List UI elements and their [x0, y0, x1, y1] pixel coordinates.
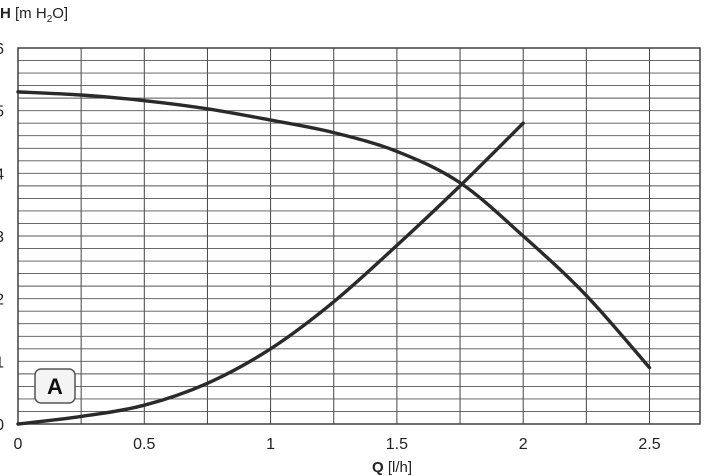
- x-tick-label: 0.5: [133, 436, 155, 453]
- x-tick-label: 2: [519, 436, 528, 453]
- curve-badge-label: A: [47, 374, 63, 399]
- y-tick-labels: 0 1 2 3 4 5 6: [0, 41, 4, 434]
- x-tick-label: 2.5: [638, 436, 660, 453]
- curve-badge: A: [34, 368, 76, 404]
- y-tick-label: 6: [0, 41, 4, 58]
- y-tick-label: 1: [0, 354, 4, 371]
- grid: [18, 48, 700, 424]
- x-tick-labels: 0 0.5 1 1.5 2 2.5: [14, 436, 661, 453]
- curve-badge-box: [34, 368, 76, 404]
- plot-frame: [17, 47, 701, 425]
- x-tick-label: 0: [14, 436, 23, 453]
- y-axis-label: H [m H2O]: [0, 5, 68, 25]
- x-axis-label: Q [l/h]: [372, 459, 412, 476]
- series-layer: [16, 90, 652, 426]
- series-line-1: [16, 90, 652, 370]
- series-line-2: [16, 121, 525, 426]
- y-tick-label: 3: [0, 229, 4, 246]
- y-tick-label: 0: [0, 417, 4, 434]
- x-tick-label: 1: [266, 436, 275, 453]
- y-tick-label: 4: [0, 166, 4, 183]
- y-tick-label: 2: [0, 292, 4, 309]
- y-tick-label: 5: [0, 104, 4, 121]
- x-tick-label: 1.5: [386, 436, 408, 453]
